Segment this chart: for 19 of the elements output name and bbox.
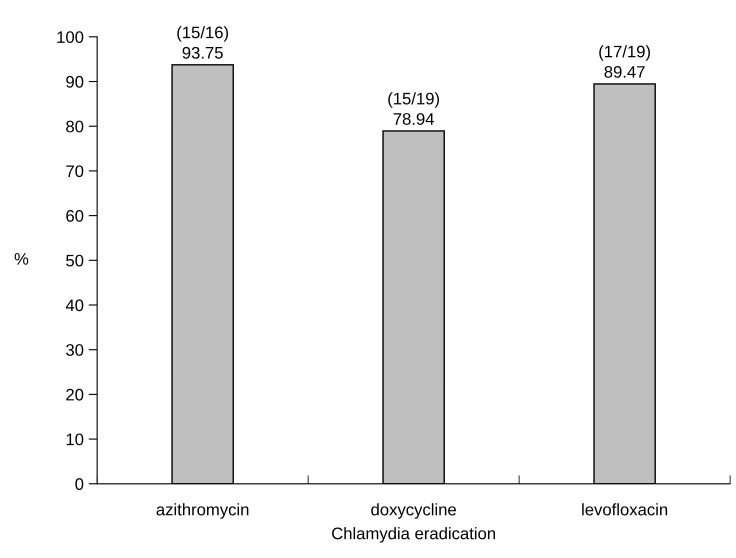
y-tick-label: 10 (66, 433, 84, 446)
y-tick-label: 0 (75, 478, 84, 490)
y-tick-label: 80 (66, 120, 84, 132)
x-axis-title: Chlamydia eradication (332, 527, 496, 543)
x-tick-label: azithromycin (156, 503, 248, 519)
y-tick-label: 100 (57, 31, 84, 44)
x-tick-label: levofloxacin (582, 503, 668, 516)
y-tick-label: 60 (66, 210, 84, 222)
y-tick-label: 90 (66, 76, 84, 88)
data-label: (15/19) 78.94 (388, 92, 440, 125)
data-label: (17/19) 89.47 (599, 45, 650, 78)
y-axis-title: % (14, 253, 28, 265)
y-tick-label: 40 (66, 299, 84, 312)
data-label: (15/16) 93.75 (177, 26, 228, 59)
y-tick-label: 50 (66, 254, 84, 267)
y-tick-label: 30 (66, 344, 84, 356)
y-tick-label: 20 (66, 388, 84, 401)
x-tick-label: doxycycline (371, 503, 456, 519)
y-tick-label: 70 (66, 165, 84, 178)
